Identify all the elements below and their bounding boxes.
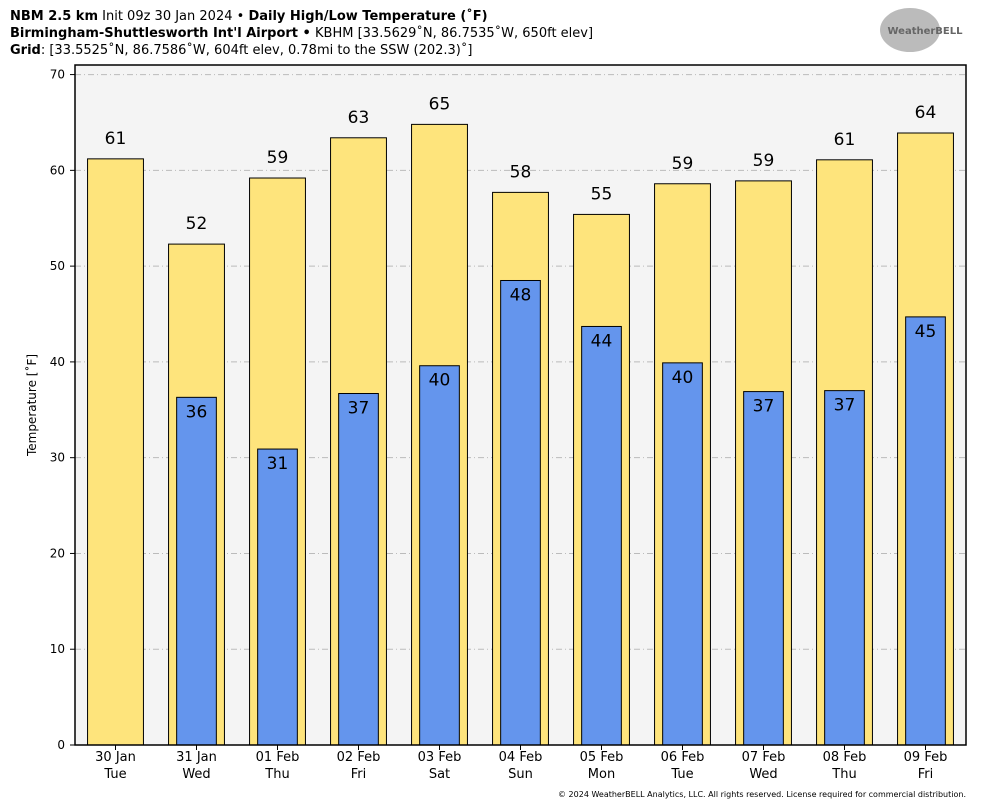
header-line-2: Birmingham-Shuttlesworth Int'l Airport •… <box>10 25 593 41</box>
y-tick-label: 60 <box>50 163 65 177</box>
value-label: 44 <box>591 331 613 351</box>
x-tick-label: 04 Feb <box>499 750 543 765</box>
x-tick-label: 30 Jan <box>95 750 136 765</box>
value-label: 52 <box>186 214 208 234</box>
x-tick-sublabel: Thu <box>264 767 289 782</box>
value-label: 37 <box>834 396 856 416</box>
value-label: 58 <box>510 162 532 182</box>
value-label: 37 <box>753 397 775 417</box>
value-label: 40 <box>429 371 451 391</box>
chart-title: Daily High/Low Temperature (˚F) <box>248 8 487 24</box>
value-label: 65 <box>429 94 451 114</box>
value-label: 55 <box>591 184 613 204</box>
x-tick-label: 02 Feb <box>337 750 381 765</box>
init: Init 09z 30 Jan 2024 • <box>102 9 244 24</box>
value-label: 61 <box>105 129 127 149</box>
bar <box>662 362 703 746</box>
location: Birmingham-Shuttlesworth Int'l Airport • <box>10 26 311 41</box>
header-line-1: NBM 2.5 km Init 09z 30 Jan 2024 • Daily … <box>10 8 488 24</box>
x-tick-label: 31 Jan <box>176 750 217 765</box>
grid-info: : [33.5525˚N, 86.7586˚W, 604ft elev, 0.7… <box>41 42 473 58</box>
bar <box>500 279 541 746</box>
grid-label: Grid <box>10 43 41 58</box>
y-tick-label: 20 <box>50 546 65 560</box>
x-tick-sublabel: Thu <box>831 767 856 782</box>
bar <box>905 316 946 746</box>
value-label: 37 <box>348 399 370 419</box>
x-tick-label: 08 Feb <box>823 750 867 765</box>
bar <box>87 158 144 746</box>
header-line-3: Grid: [33.5525˚N, 86.7586˚W, 604ft elev,… <box>10 42 472 58</box>
bar <box>176 396 217 746</box>
copyright: © 2024 WeatherBELL Analytics, LLC. All r… <box>558 790 966 799</box>
x-tick-sublabel: Wed <box>182 767 210 782</box>
value-label: 59 <box>672 154 694 174</box>
x-tick-label: 09 Feb <box>904 750 948 765</box>
bar <box>419 365 460 746</box>
logo-mark <box>880 8 940 52</box>
value-label: 36 <box>186 402 208 422</box>
model: NBM 2.5 km <box>10 9 98 24</box>
value-label: 61 <box>834 130 856 150</box>
bar <box>338 393 379 746</box>
y-tick-label: 70 <box>50 68 65 82</box>
x-tick-sublabel: Mon <box>588 767 615 782</box>
value-label: 59 <box>267 148 289 168</box>
y-tick-label: 40 <box>50 355 65 369</box>
bar <box>743 391 784 746</box>
x-tick-label: 06 Feb <box>661 750 705 765</box>
x-tick-label: 01 Feb <box>256 750 300 765</box>
x-tick-label: 05 Feb <box>580 750 624 765</box>
station: KBHM [33.5629˚N, 86.7535˚W, 650ft elev] <box>315 25 593 41</box>
bar <box>581 325 622 746</box>
value-label: 40 <box>672 368 694 388</box>
value-label: 31 <box>267 454 289 474</box>
value-label: 59 <box>753 151 775 171</box>
bar <box>824 390 865 746</box>
x-tick-sublabel: Tue <box>670 767 693 782</box>
value-label: 48 <box>510 285 532 305</box>
value-label: 45 <box>915 322 937 342</box>
y-tick-label: 10 <box>50 642 65 656</box>
x-tick-sublabel: Fri <box>351 767 367 782</box>
plot-frame <box>74 64 967 746</box>
x-tick-sublabel: Sat <box>429 767 450 782</box>
x-tick-sublabel: Fri <box>918 767 934 782</box>
value-label: 64 <box>915 103 937 123</box>
x-tick-sublabel: Wed <box>749 767 777 782</box>
bar <box>257 448 298 746</box>
x-tick-label: 07 Feb <box>742 750 786 765</box>
x-tick-label: 03 Feb <box>418 750 462 765</box>
y-tick-label: 50 <box>50 259 65 273</box>
y-tick-label: 0 <box>57 738 65 752</box>
y-tick-label: 30 <box>50 451 65 465</box>
y-axis-label: Temperature [˚F] <box>24 354 39 457</box>
x-tick-sublabel: Sun <box>508 767 533 782</box>
x-tick-sublabel: Tue <box>103 767 126 782</box>
logo: WeatherBELL <box>887 26 963 37</box>
value-label: 63 <box>348 108 370 128</box>
